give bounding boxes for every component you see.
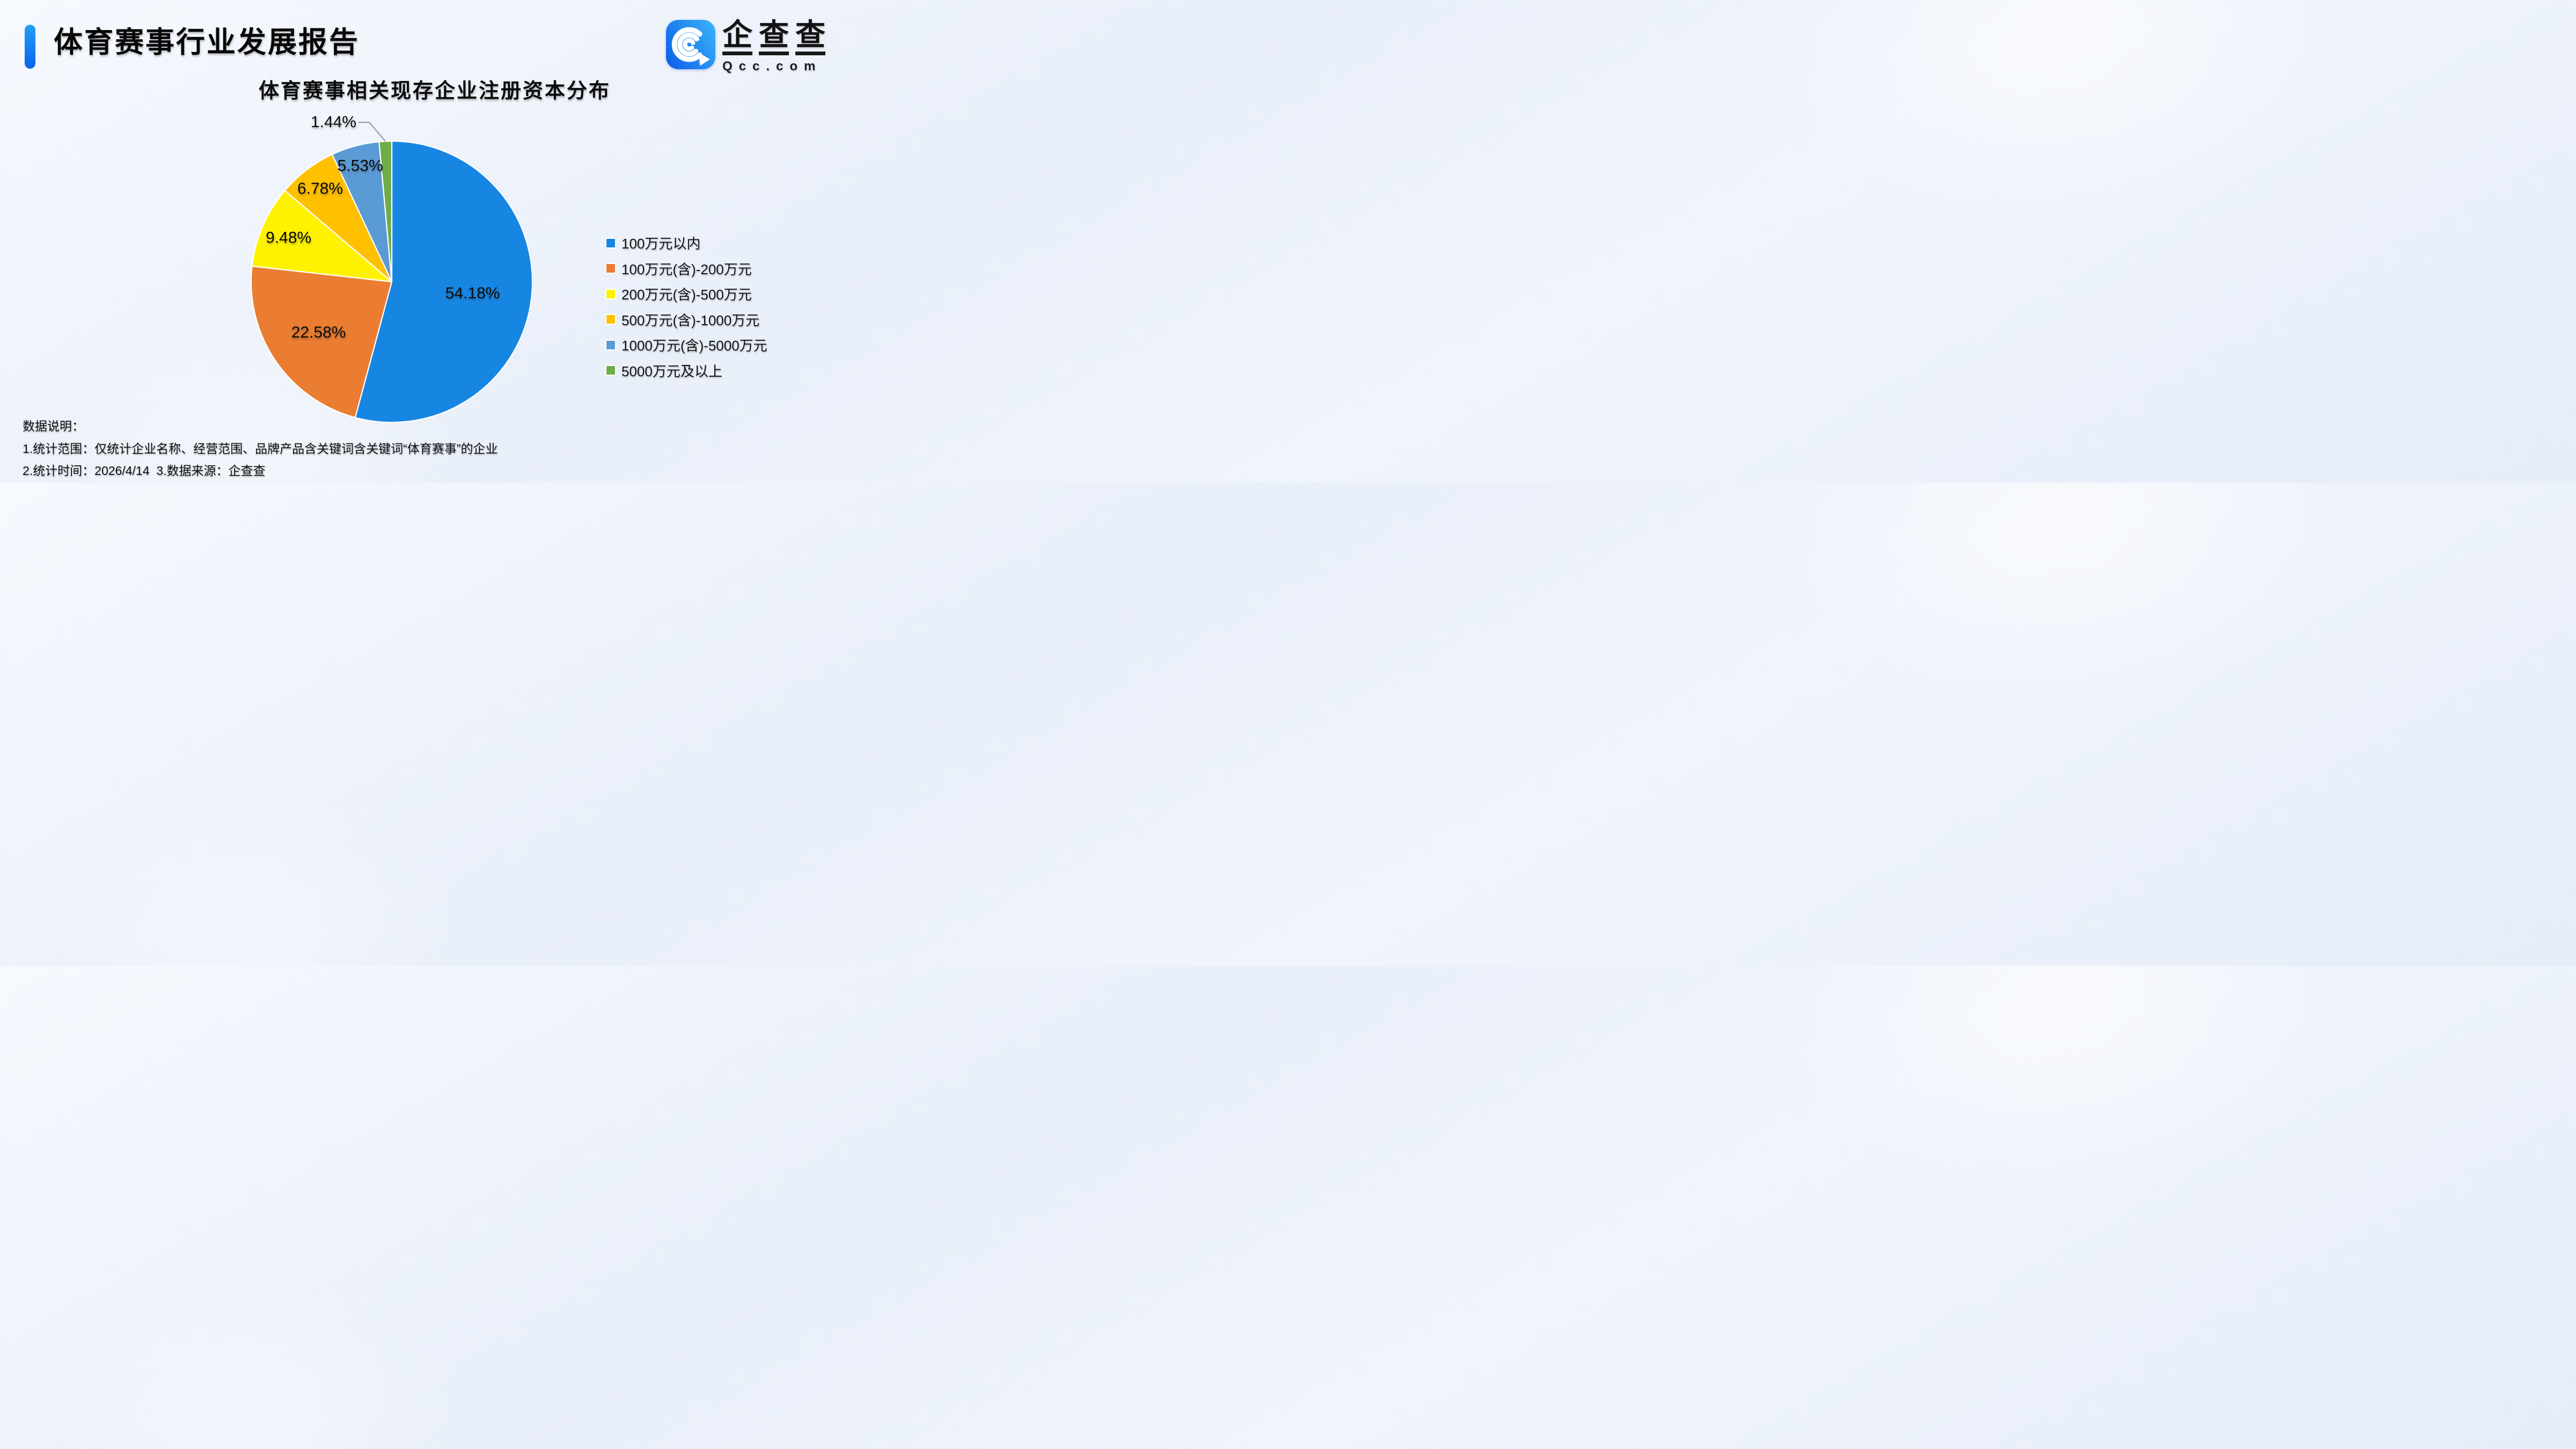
footer-heading: 数据说明：	[23, 419, 84, 433]
chart-title: 体育赛事相关现存企业注册资本分布	[258, 80, 611, 103]
logo-brand-cn: 企查查	[722, 20, 828, 55]
legend-label: 100万元以内	[621, 236, 701, 252]
logo-brand-cn-char: 查	[759, 20, 789, 55]
logo-brand-cn-char: 企	[722, 20, 752, 55]
legend-label: 5000万元及以上	[621, 363, 722, 379]
legend-item-1: 100万元(含)-200万元	[606, 256, 767, 282]
pie-label-leader-line	[358, 121, 386, 142]
pie-label-4: 5.53%	[338, 157, 383, 175]
footer-notes: 数据说明： 1.统计范围：仅统计企业名称、经营范围、品牌产品含关键词含关键词“体…	[23, 418, 498, 479]
legend-swatch	[606, 264, 615, 273]
legend-swatch	[606, 238, 615, 247]
legend-item-5: 5000万元及以上	[606, 358, 767, 384]
legend-item-0: 100万元以内	[606, 230, 767, 256]
pie-label-0: 54.18%	[445, 284, 500, 302]
pie-slice-2	[251, 189, 393, 283]
legend-label: 200万元(含)-500万元	[621, 287, 752, 303]
logo-brand-en: Qcc.com	[722, 59, 822, 74]
magnifier-handle	[698, 52, 710, 66]
logo-brand-cn-char: 查	[795, 20, 825, 55]
magnifier-c-icon	[671, 27, 710, 66]
pie-slice-1	[250, 265, 393, 419]
legend-item-4: 1000万元(含)-5000万元	[606, 332, 767, 358]
legend-item-3: 500万元(含)-1000万元	[606, 307, 767, 333]
page-title: 体育赛事行业发展报告	[54, 26, 360, 58]
legend-item-2: 200万元(含)-500万元	[606, 281, 767, 307]
pie-label-2: 9.48%	[266, 229, 311, 247]
legend-swatch	[606, 289, 615, 298]
pie-slice-3	[284, 153, 393, 283]
pie-chart: 54.18% 22.58% 9.48% 6.78% 5.53% 1.44%	[250, 113, 533, 423]
legend: 100万元以内 100万元(含)-200万元 200万元(含)-500万元 500万元…	[606, 230, 767, 383]
pie-label-5: 1.44%	[311, 113, 356, 131]
qcc-logo: 企查查 Qcc.com	[666, 20, 828, 74]
footer-line1: 1.统计范围：仅统计企业名称、经营范围、品牌产品含关键词含关键词“体育赛事”的企…	[23, 442, 498, 456]
footer-line2: 2.统计时间：2026/4/14 3.数据来源：企查查	[23, 464, 266, 478]
pie-slice-0	[354, 140, 533, 423]
legend-swatch	[606, 340, 615, 349]
legend-label: 100万元(含)-200万元	[621, 261, 752, 277]
legend-swatch	[606, 366, 615, 375]
legend-swatch	[606, 315, 615, 324]
logo-text: 企查查 Qcc.com	[722, 20, 828, 74]
pie-label-1: 22.58%	[291, 324, 346, 341]
qcc-logo-icon	[666, 20, 715, 69]
pie-label-3: 6.78%	[297, 180, 343, 197]
legend-label: 1000万元(含)-5000万元	[621, 338, 767, 354]
title-accent-bar	[25, 25, 35, 69]
legend-label: 500万元(含)-1000万元	[621, 312, 760, 328]
